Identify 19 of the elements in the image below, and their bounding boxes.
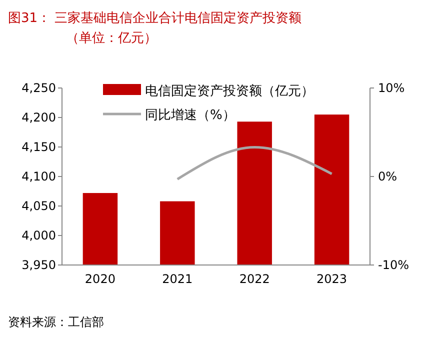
y-tick-label: 4,050 [22, 199, 56, 213]
x-tick-label: 2020 [84, 272, 116, 286]
y-tick-label: 4,150 [22, 140, 56, 154]
x-tick-label: 2023 [316, 272, 348, 286]
y2-tick-label: -10% [378, 258, 410, 272]
y-tick-label: 3,950 [22, 258, 56, 272]
chart-subtitle: （单位：亿元） [66, 31, 157, 46]
y-tick-label: 4,200 [22, 110, 56, 124]
legend-label: 电信固定资产投资额（亿元） [145, 84, 314, 99]
legend-label: 同比增速（%） [145, 108, 236, 123]
x-tick-label: 2022 [239, 272, 270, 286]
text: 资料来源：工信部 [8, 315, 104, 329]
y2-tick-label: 0% [378, 170, 398, 184]
y-tick-label: 4,000 [22, 228, 56, 242]
x-tick-label: 2021 [162, 272, 193, 286]
y-tick-label: 4,250 [22, 81, 56, 95]
chart-title: 图31： 三家基础电信企业合计电信固定资产投资额 [8, 10, 302, 26]
y-tick-label: 4,100 [22, 170, 56, 184]
y2-tick-label: 10% [378, 81, 405, 95]
